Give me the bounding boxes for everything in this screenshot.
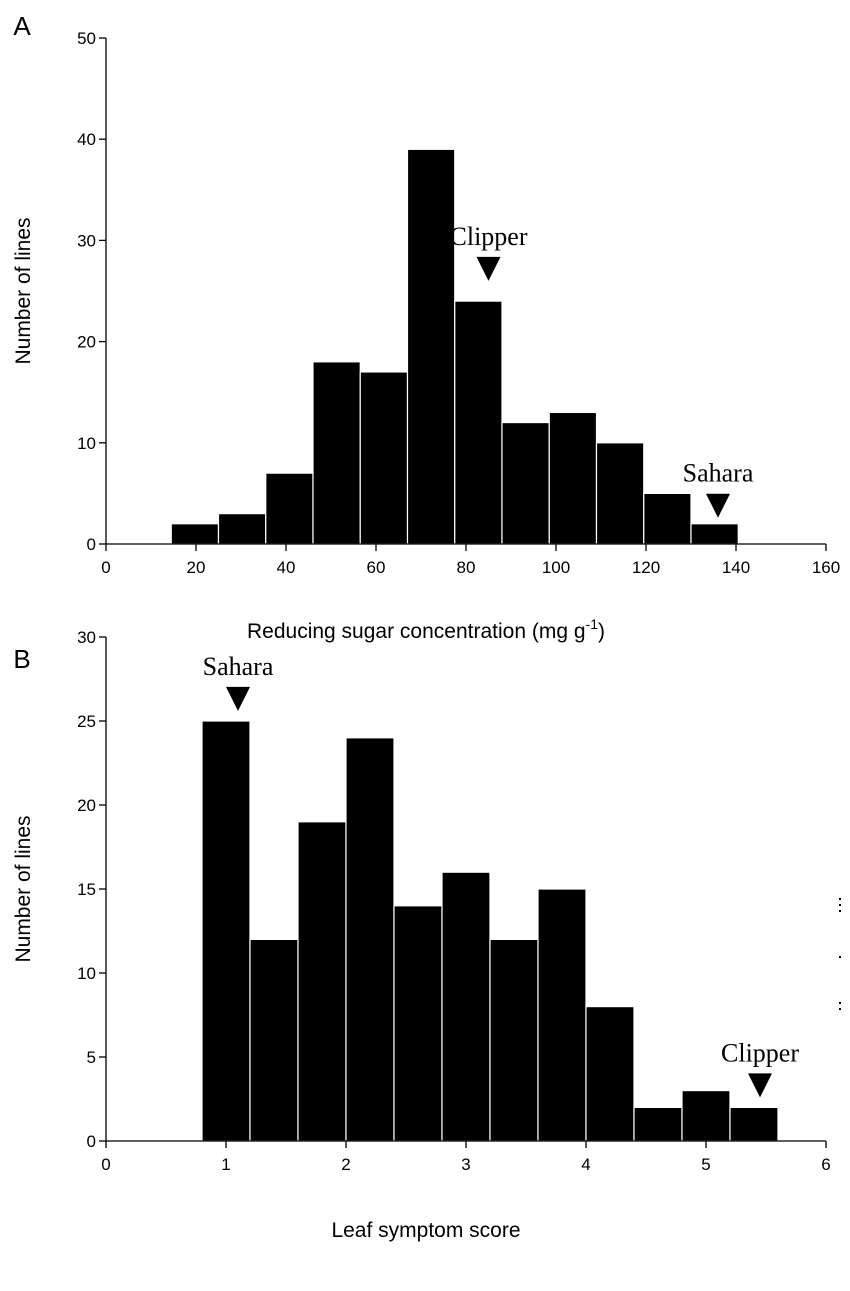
histogram-bar — [643, 492, 692, 545]
histogram-bar — [201, 720, 251, 1142]
x-tick-label: 1 — [221, 1155, 230, 1174]
histogram-bar — [441, 871, 491, 1142]
x-axis-label-close: ) — [598, 620, 605, 643]
x-tick-label: 6 — [821, 1155, 830, 1174]
histogram-bar — [393, 905, 443, 1142]
annotation-label: Sahara — [683, 459, 754, 488]
x-tick-label: 4 — [581, 1155, 590, 1174]
histogram-bar — [170, 523, 220, 545]
annotation-arrow-icon — [748, 1073, 772, 1098]
histogram-bar — [406, 148, 456, 545]
annotation-label: Sahara — [203, 652, 274, 681]
y-tick-label: 10 — [77, 434, 96, 453]
edge-artifact-marks — [839, 898, 841, 1010]
histogram-bar — [633, 1106, 683, 1142]
histogram-bar — [585, 1005, 635, 1142]
panel-b: B 0 5 10 15 20 25 30 0 1 2 3 4 5 6 Leaf symptom score Nu… — [12, 628, 831, 1242]
y-tick-label: 25 — [77, 712, 96, 731]
histogram-bar — [595, 442, 645, 545]
y-tick-label: 0 — [87, 1132, 96, 1151]
histogram-bar — [265, 472, 314, 545]
x-axis-label: Leaf symptom score — [331, 1219, 520, 1242]
y-tick-label: 5 — [87, 1048, 96, 1067]
y-tick-label: 30 — [77, 231, 96, 250]
histogram-bar — [359, 371, 409, 545]
annotation-arrow-icon — [706, 493, 730, 518]
histogram-bar — [501, 421, 550, 545]
x-tick-label: 2 — [341, 1155, 350, 1174]
x-axis-label-main: Reducing sugar concentration (mg g — [247, 620, 586, 643]
panel-a: A 0 10 20 30 40 50 0 20 40 60 80 100 120 140 160 Reducin… — [12, 11, 840, 643]
histogram-bar — [489, 938, 539, 1142]
y-tick-label: 15 — [77, 880, 96, 899]
x-tick-label: 100 — [542, 558, 570, 577]
histogram-bar — [729, 1106, 779, 1142]
histogram-bar — [249, 938, 299, 1142]
x-tick-label: 20 — [187, 558, 206, 577]
histogram-bar — [312, 361, 361, 545]
x-tick-label: 160 — [812, 558, 840, 577]
histogram-bar — [217, 513, 267, 545]
annotation-arrow-icon — [226, 686, 250, 711]
histogram-bar — [345, 737, 395, 1142]
histogram-bar — [690, 523, 739, 545]
x-tick-label: 5 — [701, 1155, 710, 1174]
x-axis-label-superscript: -1 — [586, 616, 599, 632]
x-tick-label: 80 — [457, 558, 476, 577]
x-axis-label: Reducing sugar concentration (mg g-1) — [247, 616, 605, 643]
y-tick-label: 30 — [77, 628, 96, 647]
x-tick-label: 140 — [722, 558, 750, 577]
histogram-bar — [297, 821, 347, 1142]
y-axis-label: Number of lines — [12, 815, 35, 962]
x-axis-label-main: Leaf symptom score — [331, 1219, 520, 1242]
panel-label: B — [13, 644, 30, 674]
histogram-bar — [537, 888, 587, 1142]
x-tick-label: 0 — [101, 1155, 110, 1174]
annotation-label: Clipper — [721, 1038, 799, 1067]
annotation-arrow-icon — [476, 256, 501, 281]
histogram-bar — [454, 300, 503, 545]
x-tick-label: 120 — [632, 558, 660, 577]
histogram-bar — [548, 411, 598, 545]
y-axis-label: Number of lines — [12, 217, 35, 364]
annotation-label: Clipper — [450, 222, 528, 251]
y-tick-label: 10 — [77, 964, 96, 983]
y-tick-label: 0 — [87, 535, 96, 554]
x-tick-label: 40 — [277, 558, 296, 577]
y-tick-label: 40 — [77, 130, 96, 149]
x-tick-label: 60 — [367, 558, 386, 577]
y-tick-label: 20 — [77, 333, 96, 352]
y-tick-label: 50 — [77, 29, 96, 48]
x-tick-label: 3 — [461, 1155, 470, 1174]
histogram-bar — [681, 1089, 731, 1142]
x-tick-label: 0 — [101, 558, 110, 577]
y-tick-label: 20 — [77, 796, 96, 815]
panel-label: A — [13, 11, 31, 41]
